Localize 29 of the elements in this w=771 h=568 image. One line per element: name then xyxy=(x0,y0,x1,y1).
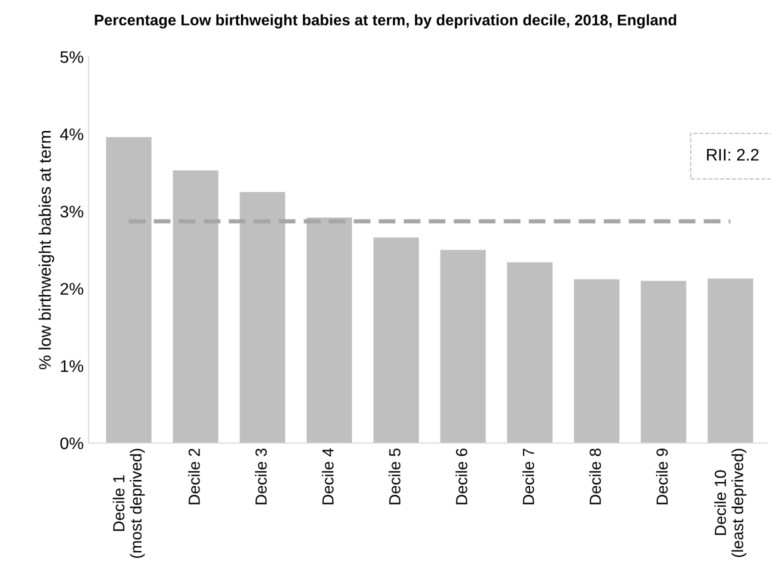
bar xyxy=(708,278,754,444)
x-tick-label: Decile 4 xyxy=(322,448,334,504)
chart-title: Percentage Low birthweight babies at term, by deprivation decile, 2018, England xyxy=(94,14,676,29)
bar xyxy=(373,238,419,444)
x-tick-label: Decile 5 xyxy=(388,448,400,504)
bar xyxy=(240,192,286,444)
x-tick-label: Decile 6 xyxy=(456,448,468,504)
x-tick-label: Decile 2 xyxy=(188,448,200,504)
bar xyxy=(440,250,486,444)
bar xyxy=(172,170,218,444)
x-tick-label: Decile 3 xyxy=(255,448,267,504)
x-tick-label: Decile 7 xyxy=(522,448,534,504)
x-tick-label: Decile 8 xyxy=(589,448,601,504)
x-tick-label: Decile 9 xyxy=(656,448,668,504)
y-axis-title: % low birthweight babies at term xyxy=(38,131,54,370)
bar xyxy=(507,262,553,444)
x-tick-label: Decile 10 (least deprived) xyxy=(714,448,746,557)
bar xyxy=(306,217,352,444)
x-tick-label: Decile 1 (most deprived) xyxy=(112,448,145,558)
y-tick-label: 1% xyxy=(60,360,84,372)
bar xyxy=(574,279,620,444)
y-tick-label: 3% xyxy=(60,206,84,218)
bar xyxy=(106,137,152,444)
bar xyxy=(640,280,686,444)
annotation: RII: 2.2 xyxy=(707,148,759,161)
y-tick-label: 4% xyxy=(60,128,84,140)
y-tick-label: 5% xyxy=(60,51,84,64)
y-tick-label: 0% xyxy=(60,437,84,450)
y-tick-label: 2% xyxy=(60,282,84,295)
